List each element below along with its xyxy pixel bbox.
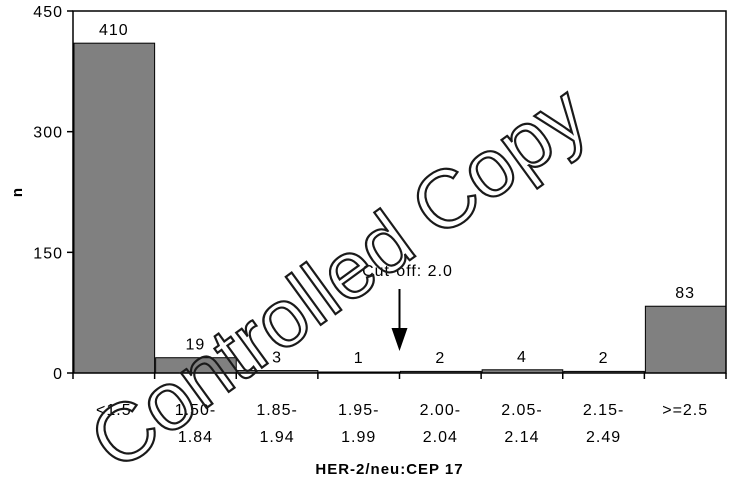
cutoff-annotation: Cut-off: 2.0 <box>362 263 453 351</box>
data-label-0: 410 <box>99 22 129 39</box>
x-tick-label-1-1: 1.84 <box>178 429 213 446</box>
x-tick-label-7-0: >=2.5 <box>662 402 708 419</box>
bar-0 <box>73 42 156 374</box>
y-tick-label-1: 150 <box>33 245 63 262</box>
x-tick-label-5-0: 2.05- <box>501 402 542 419</box>
x-tick-label-5-1: 2.14 <box>504 429 539 446</box>
data-labels-group: 410 19 3 1 2 4 2 83 <box>99 22 695 367</box>
x-tick-label-3-0: 1.95- <box>338 402 379 419</box>
data-label-4: 2 <box>435 350 445 367</box>
x-tick-label-0-0: <1.5 <box>96 402 132 419</box>
cutoff-label: Cut-off: 2.0 <box>362 263 453 280</box>
y-axis-title: n <box>9 187 26 197</box>
data-label-6: 2 <box>599 350 609 367</box>
axes-group <box>67 10 727 379</box>
y-tick-labels-group: 0 150 300 450 <box>33 4 63 383</box>
x-tick-label-4-0: 2.00- <box>420 402 461 419</box>
x-tick-labels-group: <1.5 1.50- 1.84 1.85- 1.94 1.95- 1.99 2.00- 2.04… <box>96 402 708 446</box>
data-label-7: 83 <box>675 285 695 302</box>
cutoff-arrow-head <box>391 328 408 351</box>
x-tick-label-4-1: 2.04 <box>423 429 458 446</box>
data-label-3: 1 <box>354 350 364 367</box>
data-label-1: 19 <box>186 337 206 354</box>
x-tick-label-3-1: 1.99 <box>341 429 376 446</box>
bars-group <box>73 42 727 374</box>
y-tick-label-0: 0 <box>53 366 63 383</box>
data-label-5: 4 <box>517 349 527 366</box>
x-tick-label-2-1: 1.94 <box>259 429 294 446</box>
y-tick-label-3: 450 <box>33 4 63 21</box>
x-tick-label-6-1: 2.49 <box>586 429 621 446</box>
data-label-2: 3 <box>272 350 282 367</box>
x-tick-label-2-0: 1.85- <box>256 402 297 419</box>
x-tick-label-1-0: 1.50- <box>175 402 216 419</box>
x-axis-title: HER-2/neu:CEP 17 <box>315 461 463 478</box>
x-tick-label-6-0: 2.15- <box>583 402 624 419</box>
y-tick-label-2: 300 <box>33 125 63 142</box>
bar-7 <box>644 305 727 374</box>
